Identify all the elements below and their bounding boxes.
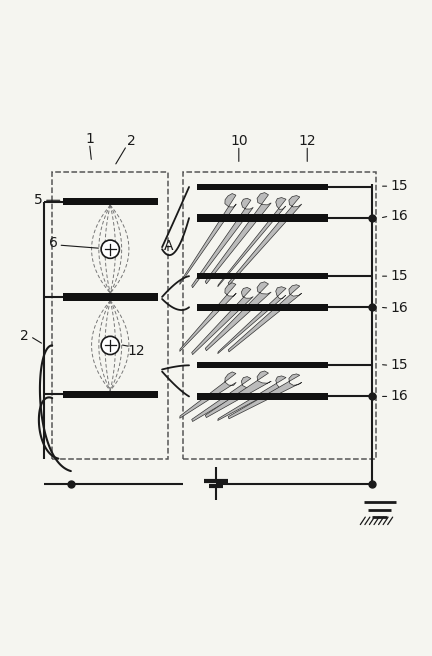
Text: 15: 15 [390, 358, 408, 373]
Text: 1: 1 [85, 133, 94, 146]
Text: 15: 15 [390, 179, 408, 193]
Text: 16: 16 [390, 301, 408, 315]
Text: 16: 16 [390, 390, 408, 403]
Polygon shape [228, 285, 302, 352]
Text: 2: 2 [20, 329, 29, 343]
Text: A: A [164, 239, 174, 253]
Circle shape [101, 337, 119, 354]
Polygon shape [192, 287, 253, 355]
Text: 5: 5 [34, 194, 43, 207]
Polygon shape [218, 376, 286, 420]
Polygon shape [205, 193, 271, 284]
Text: 15: 15 [390, 269, 408, 283]
Polygon shape [192, 198, 253, 288]
Polygon shape [228, 195, 302, 285]
Polygon shape [180, 194, 236, 285]
Text: 10: 10 [230, 134, 248, 148]
Bar [197, 184, 328, 190]
Bar [63, 390, 158, 398]
Text: 12: 12 [299, 134, 316, 148]
Bar [183, 173, 376, 459]
Text: 6: 6 [49, 236, 58, 250]
Polygon shape [180, 283, 236, 352]
Bar [197, 362, 328, 368]
Bar [197, 215, 328, 222]
Text: 12: 12 [127, 344, 145, 358]
Bar [63, 197, 158, 205]
Text: 2: 2 [127, 134, 135, 148]
Polygon shape [192, 377, 253, 422]
Polygon shape [205, 371, 271, 418]
Polygon shape [218, 287, 286, 354]
Bar [63, 293, 158, 300]
Bar [52, 173, 168, 459]
Bar [197, 393, 328, 400]
Polygon shape [218, 197, 286, 287]
Bar [197, 304, 328, 311]
Polygon shape [228, 374, 302, 419]
Polygon shape [180, 372, 236, 419]
Circle shape [101, 240, 119, 258]
Polygon shape [205, 282, 271, 351]
Bar [197, 274, 328, 279]
Text: 16: 16 [390, 209, 408, 223]
